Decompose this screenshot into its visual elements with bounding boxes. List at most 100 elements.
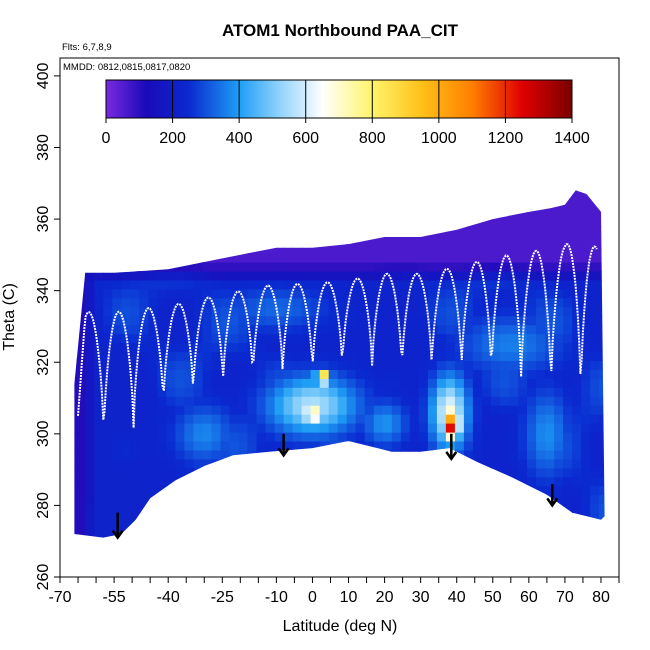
heatmap-cell [554, 253, 564, 263]
heatmap-cell [572, 271, 582, 281]
heatmap-cell [175, 199, 185, 209]
heatmap-cell [310, 306, 321, 317]
heatmap-cell [175, 271, 185, 281]
heatmap-cell [472, 342, 483, 353]
heatmap-cell [184, 494, 194, 505]
colorbar-tick-label: 600 [292, 130, 319, 147]
heatmap-cell [193, 369, 203, 379]
heatmap-cell [563, 297, 573, 308]
heatmap-cell [319, 235, 330, 245]
heatmap-cell [247, 279, 258, 290]
heatmap-cell [148, 449, 158, 460]
heatmap-cell [427, 324, 438, 335]
heatmap-cell [265, 271, 276, 281]
heatmap-cell [337, 244, 348, 254]
heatmap-cell [94, 235, 104, 245]
heatmap-cell [346, 396, 357, 406]
heatmap-cell [166, 485, 176, 496]
heatmap-cell [445, 297, 456, 308]
heatmap-cell [229, 449, 240, 460]
heatmap-cell [608, 199, 618, 209]
heatmap-cell [112, 190, 122, 200]
heatmap-cell [409, 342, 420, 353]
heatmap-cell [130, 262, 140, 272]
heatmap-cell [436, 342, 447, 353]
heatmap-cell [247, 432, 258, 442]
heatmap-cell [319, 441, 330, 451]
heatmap-cell [121, 539, 131, 549]
heatmap-cell [121, 449, 131, 460]
heatmap-cell [238, 217, 249, 227]
heatmap-cell [391, 333, 402, 344]
heatmap-cell [211, 449, 222, 460]
heatmap-cell [355, 494, 366, 505]
heatmap-cell [482, 441, 492, 451]
heatmap-cell [310, 190, 321, 200]
heatmap-cell [409, 485, 420, 496]
heatmap-cell [256, 342, 267, 353]
heatmap-cell [527, 539, 537, 549]
heatmap-cell [74, 297, 77, 308]
heatmap-cell [355, 279, 366, 290]
heatmap-cell [292, 297, 303, 308]
heatmap-cell [130, 342, 140, 353]
heatmap-cell [157, 521, 167, 531]
heatmap-cell [545, 244, 555, 254]
heatmap-cell [148, 315, 158, 326]
heatmap-cell [590, 342, 600, 353]
heatmap-cell [346, 342, 357, 353]
heatmap-cell [301, 387, 312, 397]
heatmap-cell [572, 423, 582, 433]
heatmap-cell [409, 190, 420, 200]
heatmap-cell [76, 494, 86, 505]
heatmap-cell [229, 324, 240, 335]
heatmap-cell [175, 432, 185, 442]
heatmap-cell [310, 467, 321, 478]
heatmap-cell [337, 387, 348, 397]
heatmap-cell [230, 539, 240, 549]
heatmap-cell [193, 253, 203, 263]
heatmap-cell [256, 262, 267, 272]
heatmap-cell [103, 190, 113, 200]
heatmap-cell [166, 271, 176, 281]
heatmap-cell [337, 271, 348, 281]
heatmap-cell [112, 494, 122, 505]
heatmap-cell [536, 217, 546, 227]
heatmap-cell [572, 378, 582, 388]
heatmap-cell [112, 432, 122, 442]
heatmap-cell [94, 217, 104, 227]
heatmap-cell [382, 333, 393, 344]
heatmap-cell [500, 530, 510, 538]
heatmap-cell [337, 324, 348, 335]
heatmap-cell [148, 244, 158, 254]
heatmap-cell [229, 190, 240, 200]
heatmap-cell [130, 360, 140, 370]
heatmap-cell [247, 512, 258, 523]
heatmap-cell [355, 414, 366, 424]
heatmap-cell [238, 467, 249, 478]
heatmap-cell [509, 342, 519, 353]
heatmap-cell [518, 235, 528, 245]
heatmap-cell [373, 458, 384, 469]
heatmap-cell [581, 432, 591, 442]
heatmap-cell [256, 190, 267, 200]
heatmap-cell [184, 441, 194, 451]
heatmap-cell [247, 217, 258, 227]
heatmap-cell [427, 405, 438, 415]
heatmap-cell [266, 173, 276, 183]
heatmap-cell [265, 396, 276, 406]
heatmap-cell [292, 315, 303, 326]
heatmap-cell [157, 360, 167, 370]
heatmap-cell [608, 387, 618, 397]
heatmap-cell [373, 396, 384, 406]
x-tick-label: 20 [376, 589, 394, 606]
heatmap-cell [509, 530, 519, 538]
heatmap-cell [409, 351, 420, 361]
heatmap-cell [472, 530, 483, 538]
heatmap-cell [184, 235, 194, 245]
heatmap-cell [608, 450, 618, 460]
heatmap-cell [229, 414, 240, 424]
heatmap-cell [175, 378, 185, 388]
heatmap-cell [509, 306, 519, 317]
heatmap-cell [581, 387, 591, 397]
